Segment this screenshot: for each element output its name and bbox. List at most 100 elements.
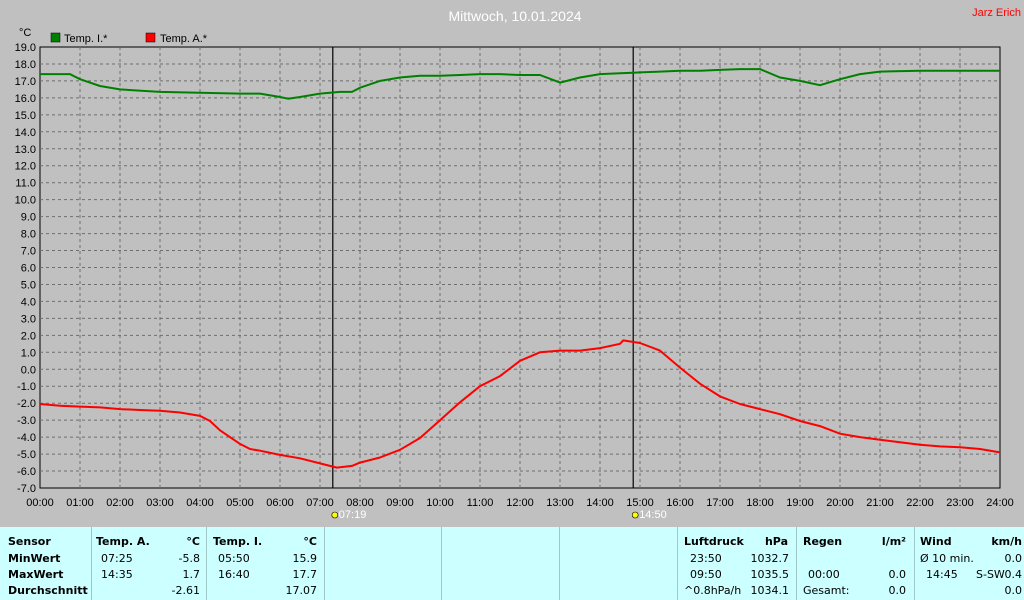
- sunrise-icon: [331, 511, 339, 519]
- wind-gust-direction: S-SW: [976, 568, 1005, 581]
- legend-swatch-inside: [50, 32, 61, 43]
- y-tick-label: -5.0: [17, 449, 36, 461]
- x-tick-label: 19:00: [786, 497, 814, 509]
- rain-time: 00:00: [808, 568, 840, 581]
- divider: [677, 527, 678, 600]
- sensor-header: Sensor: [8, 535, 51, 548]
- y-axis-tick-labels: 19.0 18.0 17.0 16.0 15.0 14.0 13.0 12.0 11.0 10.0…: [15, 42, 36, 495]
- temperature-chart: Mittwoch, 10.01.2024 Jarz Erich °C Temp.…: [15, 7, 1021, 521]
- x-tick-label: 12:00: [506, 497, 534, 509]
- statistics-panel: Sensor MinWert MaxWert Durchschnitt Temp…: [0, 527, 1024, 600]
- y-tick-label: 16.0: [15, 93, 36, 105]
- rain-unit: l/m²: [881, 535, 906, 548]
- pressure-trend: ^0.8hPa/h: [684, 584, 742, 597]
- x-tick-label: 20:00: [826, 497, 854, 509]
- y-tick-label: 3.0: [21, 313, 36, 325]
- y-tick-label: 8.0: [21, 229, 36, 241]
- temp-i-max-time: 16:40: [218, 568, 250, 581]
- y-tick-label: -1.0: [17, 381, 36, 393]
- y-tick-label: 14.0: [15, 127, 36, 139]
- x-tick-label: 04:00: [186, 497, 214, 509]
- pressure-average: 1034.1: [750, 584, 790, 597]
- temp-a-max-value: 1.7: [182, 568, 201, 581]
- temp-a-unit: °C: [186, 535, 200, 548]
- series-line-outside-temp: [39, 339, 1001, 469]
- rain-value: 0.0: [888, 568, 907, 581]
- legend: Temp. I.* Temp. A.*: [50, 32, 208, 45]
- y-tick-label: 13.0: [15, 144, 36, 156]
- x-tick-label: 00:00: [26, 497, 54, 509]
- y-tick-label: 10.0: [15, 195, 36, 207]
- legend-label-outside: Temp. A.*: [160, 33, 208, 45]
- y-axis-unit-label: °C: [19, 27, 31, 39]
- y-tick-label: 17.0: [15, 76, 36, 88]
- x-tick-label: 24:00: [986, 497, 1014, 509]
- temp-i-average: 17.07: [285, 584, 318, 597]
- y-tick-label: 12.0: [15, 161, 36, 173]
- wind-header: Wind: [920, 535, 952, 548]
- series-lines: [39, 68, 1001, 469]
- sunset-time-label: 14:50: [639, 509, 667, 521]
- divider: [796, 527, 797, 600]
- sun-markers: 07:19 14:50: [331, 47, 667, 521]
- series-line-inside-temp: [40, 68, 1000, 100]
- x-tick-label: 15:00: [626, 497, 654, 509]
- y-tick-label: 0.0: [21, 364, 36, 376]
- divider: [324, 527, 325, 600]
- rain-total-label: Gesamt:: [803, 584, 850, 597]
- x-tick-label: 16:00: [666, 497, 694, 509]
- pressure-unit: hPa: [764, 535, 788, 548]
- pressure-max-value: 1035.5: [750, 568, 790, 581]
- grid: [40, 47, 1000, 488]
- y-tick-label: 5.0: [21, 279, 36, 291]
- row-label-max: MaxWert: [8, 568, 64, 581]
- x-tick-label: 13:00: [546, 497, 574, 509]
- y-tick-label: -7.0: [17, 483, 36, 495]
- x-tick-label: 21:00: [866, 497, 894, 509]
- y-tick-label: 19.0: [15, 42, 36, 54]
- y-tick-label: 11.0: [15, 178, 36, 190]
- x-tick-label: 11:00: [467, 497, 494, 509]
- y-tick-label: -6.0: [17, 466, 36, 478]
- x-tick-label: 06:00: [266, 497, 294, 509]
- pressure-max-time: 09:50: [690, 568, 722, 581]
- divider: [441, 527, 442, 600]
- divider: [206, 527, 207, 600]
- legend-label-inside: Temp. I.*: [64, 33, 108, 45]
- temp-a-min-value: -5.8: [178, 552, 200, 565]
- row-label-avg: Durchschnitt: [8, 584, 88, 597]
- x-tick-label: 05:00: [226, 497, 254, 509]
- pressure-min-value: 1032.7: [750, 552, 790, 565]
- temp-a-max-time: 14:35: [101, 568, 133, 581]
- x-tick-label: 08:00: [346, 497, 374, 509]
- y-tick-label: 4.0: [21, 296, 36, 308]
- x-tick-label: 22:00: [906, 497, 934, 509]
- wind-third-value: 0.0: [1004, 584, 1023, 597]
- x-tick-label: 10:00: [426, 497, 454, 509]
- wind-avg-value: 0.0: [1004, 552, 1023, 565]
- rain-total-value: 0.0: [888, 584, 907, 597]
- x-tick-label: 23:00: [946, 497, 974, 509]
- station-name: Jarz Erich: [972, 7, 1021, 19]
- legend-swatch-outside: [145, 32, 156, 43]
- wind-unit: km/h: [991, 535, 1022, 548]
- temp-i-max-value: 17.7: [292, 568, 318, 581]
- pressure-min-time: 23:50: [690, 552, 722, 565]
- x-tick-label: 09:00: [386, 497, 414, 509]
- divider: [91, 527, 92, 600]
- sunset-icon: [631, 511, 639, 519]
- temp-i-min-time: 05:50: [218, 552, 250, 565]
- x-tick-label: 07:00: [306, 497, 334, 509]
- x-tick-label: 17:00: [706, 497, 734, 509]
- wind-gust-time: 14:45: [926, 568, 958, 581]
- temp-a-average: -2.61: [171, 584, 200, 597]
- pressure-header: Luftdruck: [684, 535, 744, 548]
- y-tick-label: 18.0: [15, 59, 36, 71]
- y-tick-label: -2.0: [17, 398, 36, 410]
- divider: [914, 527, 915, 600]
- y-tick-label: 15.0: [15, 110, 36, 122]
- temp-i-header: Temp. I.: [213, 535, 263, 548]
- x-tick-label: 01:00: [66, 497, 94, 509]
- y-tick-label: 9.0: [21, 212, 36, 224]
- temp-a-header: Temp. A.: [96, 535, 150, 548]
